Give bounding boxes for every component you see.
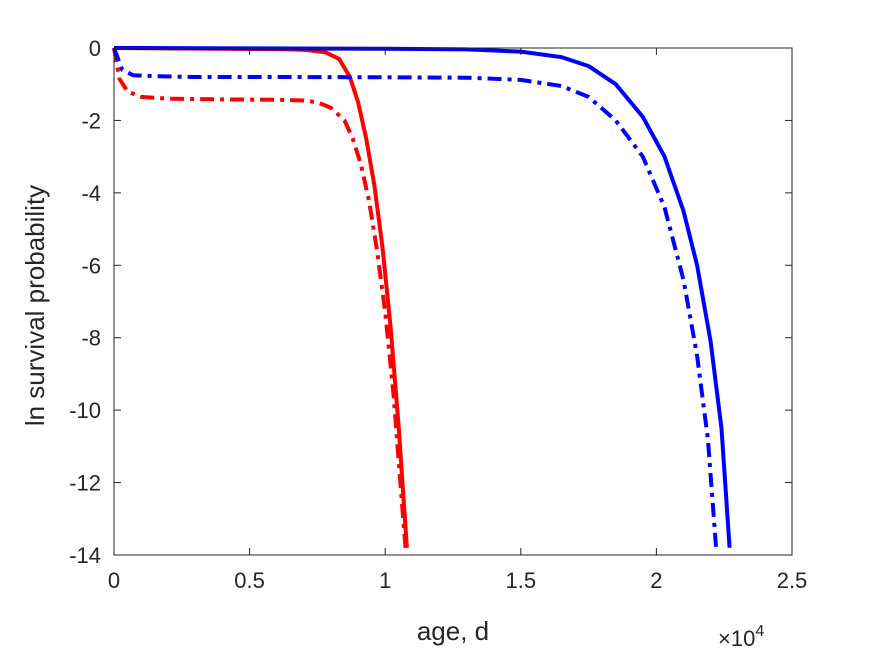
x-tick-label: 2.5 <box>777 568 808 593</box>
x-tick-label: 1.5 <box>506 568 537 593</box>
plot-area <box>112 46 732 548</box>
ticks-layer: 0 0.5 1 1.5 2 2.5 0 -2 -4 -6 -8 -10 -12 -14 <box>69 36 807 593</box>
x-tick-label: 2 <box>650 568 662 593</box>
x-tick-label: 1 <box>379 568 391 593</box>
y-tick-label: -14 <box>69 543 101 568</box>
y-tick-label: 0 <box>89 36 101 61</box>
x-tick-label: 0 <box>108 568 120 593</box>
x-multiplier-exponent: 4 <box>755 623 764 640</box>
x-tick-label: 0.5 <box>234 568 265 593</box>
y-tick-label: -12 <box>69 471 101 496</box>
x-axis-multiplier: ×104 <box>718 623 764 651</box>
series-line-0 <box>113 46 409 548</box>
series-line-2 <box>113 46 732 548</box>
y-tick-label: -4 <box>81 181 101 206</box>
series-line-1 <box>112 47 408 548</box>
series-layer <box>112 46 732 548</box>
y-tick-label: -6 <box>81 253 101 278</box>
y-tick-label: -10 <box>69 398 101 423</box>
axes-box <box>113 47 793 556</box>
series-line-3 <box>112 47 719 548</box>
x-axis-label: age, d <box>417 616 489 646</box>
y-axis-label: ln survival probability <box>20 185 50 426</box>
x-multiplier-base: ×10 <box>718 626 755 651</box>
y-tick-label: -2 <box>81 108 101 133</box>
y-tick-label: -8 <box>81 326 101 351</box>
